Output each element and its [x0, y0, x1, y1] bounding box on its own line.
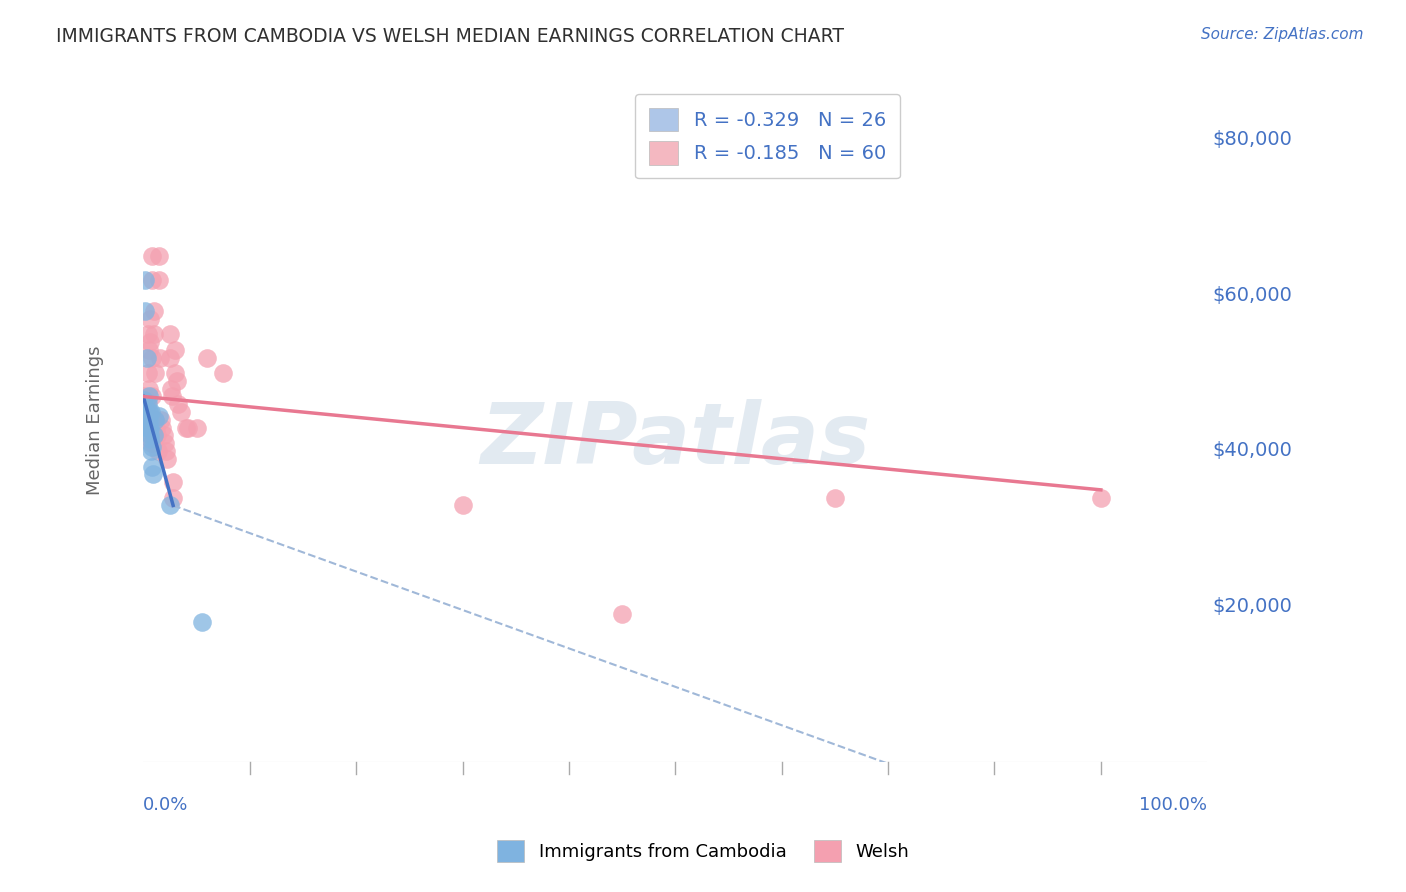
- Point: [195, 351, 218, 365]
- Point: [138, 382, 160, 396]
- Text: $80,000: $80,000: [1212, 130, 1292, 149]
- Point: [139, 405, 162, 419]
- Point: [165, 343, 187, 357]
- Text: $40,000: $40,000: [1212, 442, 1292, 460]
- Point: [152, 428, 174, 442]
- Point: [139, 420, 162, 434]
- Point: [153, 436, 176, 450]
- Text: ZIPatlas: ZIPatlas: [481, 399, 870, 482]
- Point: [1090, 491, 1112, 505]
- Legend: Immigrants from Cambodia, Welsh: Immigrants from Cambodia, Welsh: [489, 833, 917, 870]
- Point: [146, 428, 169, 442]
- Point: [148, 249, 170, 263]
- Point: [174, 420, 197, 434]
- Point: [136, 409, 159, 423]
- Point: [134, 401, 156, 416]
- Point: [148, 273, 170, 287]
- Point: [134, 304, 156, 318]
- Point: [159, 351, 181, 365]
- Point: [162, 491, 184, 505]
- Point: [135, 420, 157, 434]
- Point: [141, 459, 163, 474]
- Point: [141, 440, 163, 454]
- Point: [159, 499, 181, 513]
- Point: [141, 389, 163, 403]
- Point: [142, 467, 165, 482]
- Point: [138, 413, 160, 427]
- Point: [145, 420, 167, 434]
- Point: [142, 420, 165, 434]
- Point: [165, 366, 187, 380]
- Point: [150, 413, 173, 427]
- Point: [169, 405, 191, 419]
- Point: [155, 444, 177, 458]
- Point: [138, 432, 160, 446]
- Point: [148, 409, 170, 423]
- Point: [160, 382, 183, 396]
- Point: [136, 420, 159, 434]
- Point: [134, 273, 156, 287]
- Point: [143, 304, 166, 318]
- Text: 0.0%: 0.0%: [143, 797, 188, 814]
- Point: [177, 420, 200, 434]
- Point: [138, 343, 160, 357]
- Point: [610, 607, 633, 622]
- Point: [138, 405, 160, 419]
- Point: [148, 444, 170, 458]
- Point: [138, 389, 160, 403]
- Point: [139, 428, 162, 442]
- Point: [191, 615, 214, 629]
- Text: Source: ZipAtlas.com: Source: ZipAtlas.com: [1201, 27, 1364, 42]
- Point: [167, 397, 190, 411]
- Point: [141, 351, 163, 365]
- Point: [186, 420, 208, 434]
- Point: [136, 417, 159, 431]
- Point: [134, 389, 156, 403]
- Text: $60,000: $60,000: [1212, 285, 1292, 305]
- Point: [156, 451, 179, 466]
- Point: [149, 351, 172, 365]
- Point: [143, 413, 166, 427]
- Point: [136, 327, 159, 342]
- Point: [138, 428, 160, 442]
- Point: [141, 249, 163, 263]
- Point: [135, 351, 157, 365]
- Point: [451, 499, 474, 513]
- Point: [139, 444, 162, 458]
- Point: [138, 311, 160, 326]
- Point: [160, 389, 183, 403]
- Point: [138, 405, 160, 419]
- Point: [136, 413, 159, 427]
- Point: [162, 475, 184, 489]
- Point: [138, 334, 160, 349]
- Legend: R = -0.329   N = 26, R = -0.185   N = 60: R = -0.329 N = 26, R = -0.185 N = 60: [636, 94, 900, 178]
- Point: [152, 420, 174, 434]
- Point: [139, 436, 162, 450]
- Point: [134, 393, 156, 408]
- Point: [135, 413, 157, 427]
- Text: IMMIGRANTS FROM CAMBODIA VS WELSH MEDIAN EARNINGS CORRELATION CHART: IMMIGRANTS FROM CAMBODIA VS WELSH MEDIAN…: [56, 27, 844, 45]
- Point: [143, 428, 166, 442]
- Point: [143, 366, 166, 380]
- Point: [136, 366, 159, 380]
- Text: 100.0%: 100.0%: [1139, 797, 1208, 814]
- Point: [159, 327, 181, 342]
- Point: [135, 413, 157, 427]
- Point: [135, 397, 157, 411]
- Point: [212, 366, 235, 380]
- Text: $20,000: $20,000: [1212, 597, 1292, 616]
- Point: [142, 436, 165, 450]
- Point: [141, 413, 163, 427]
- Point: [143, 327, 166, 342]
- Point: [134, 397, 156, 411]
- Point: [138, 420, 160, 434]
- Point: [141, 273, 163, 287]
- Point: [136, 397, 159, 411]
- Text: Median Earnings: Median Earnings: [86, 345, 104, 494]
- Point: [166, 374, 188, 388]
- Point: [139, 420, 162, 434]
- Point: [824, 491, 846, 505]
- Point: [143, 413, 166, 427]
